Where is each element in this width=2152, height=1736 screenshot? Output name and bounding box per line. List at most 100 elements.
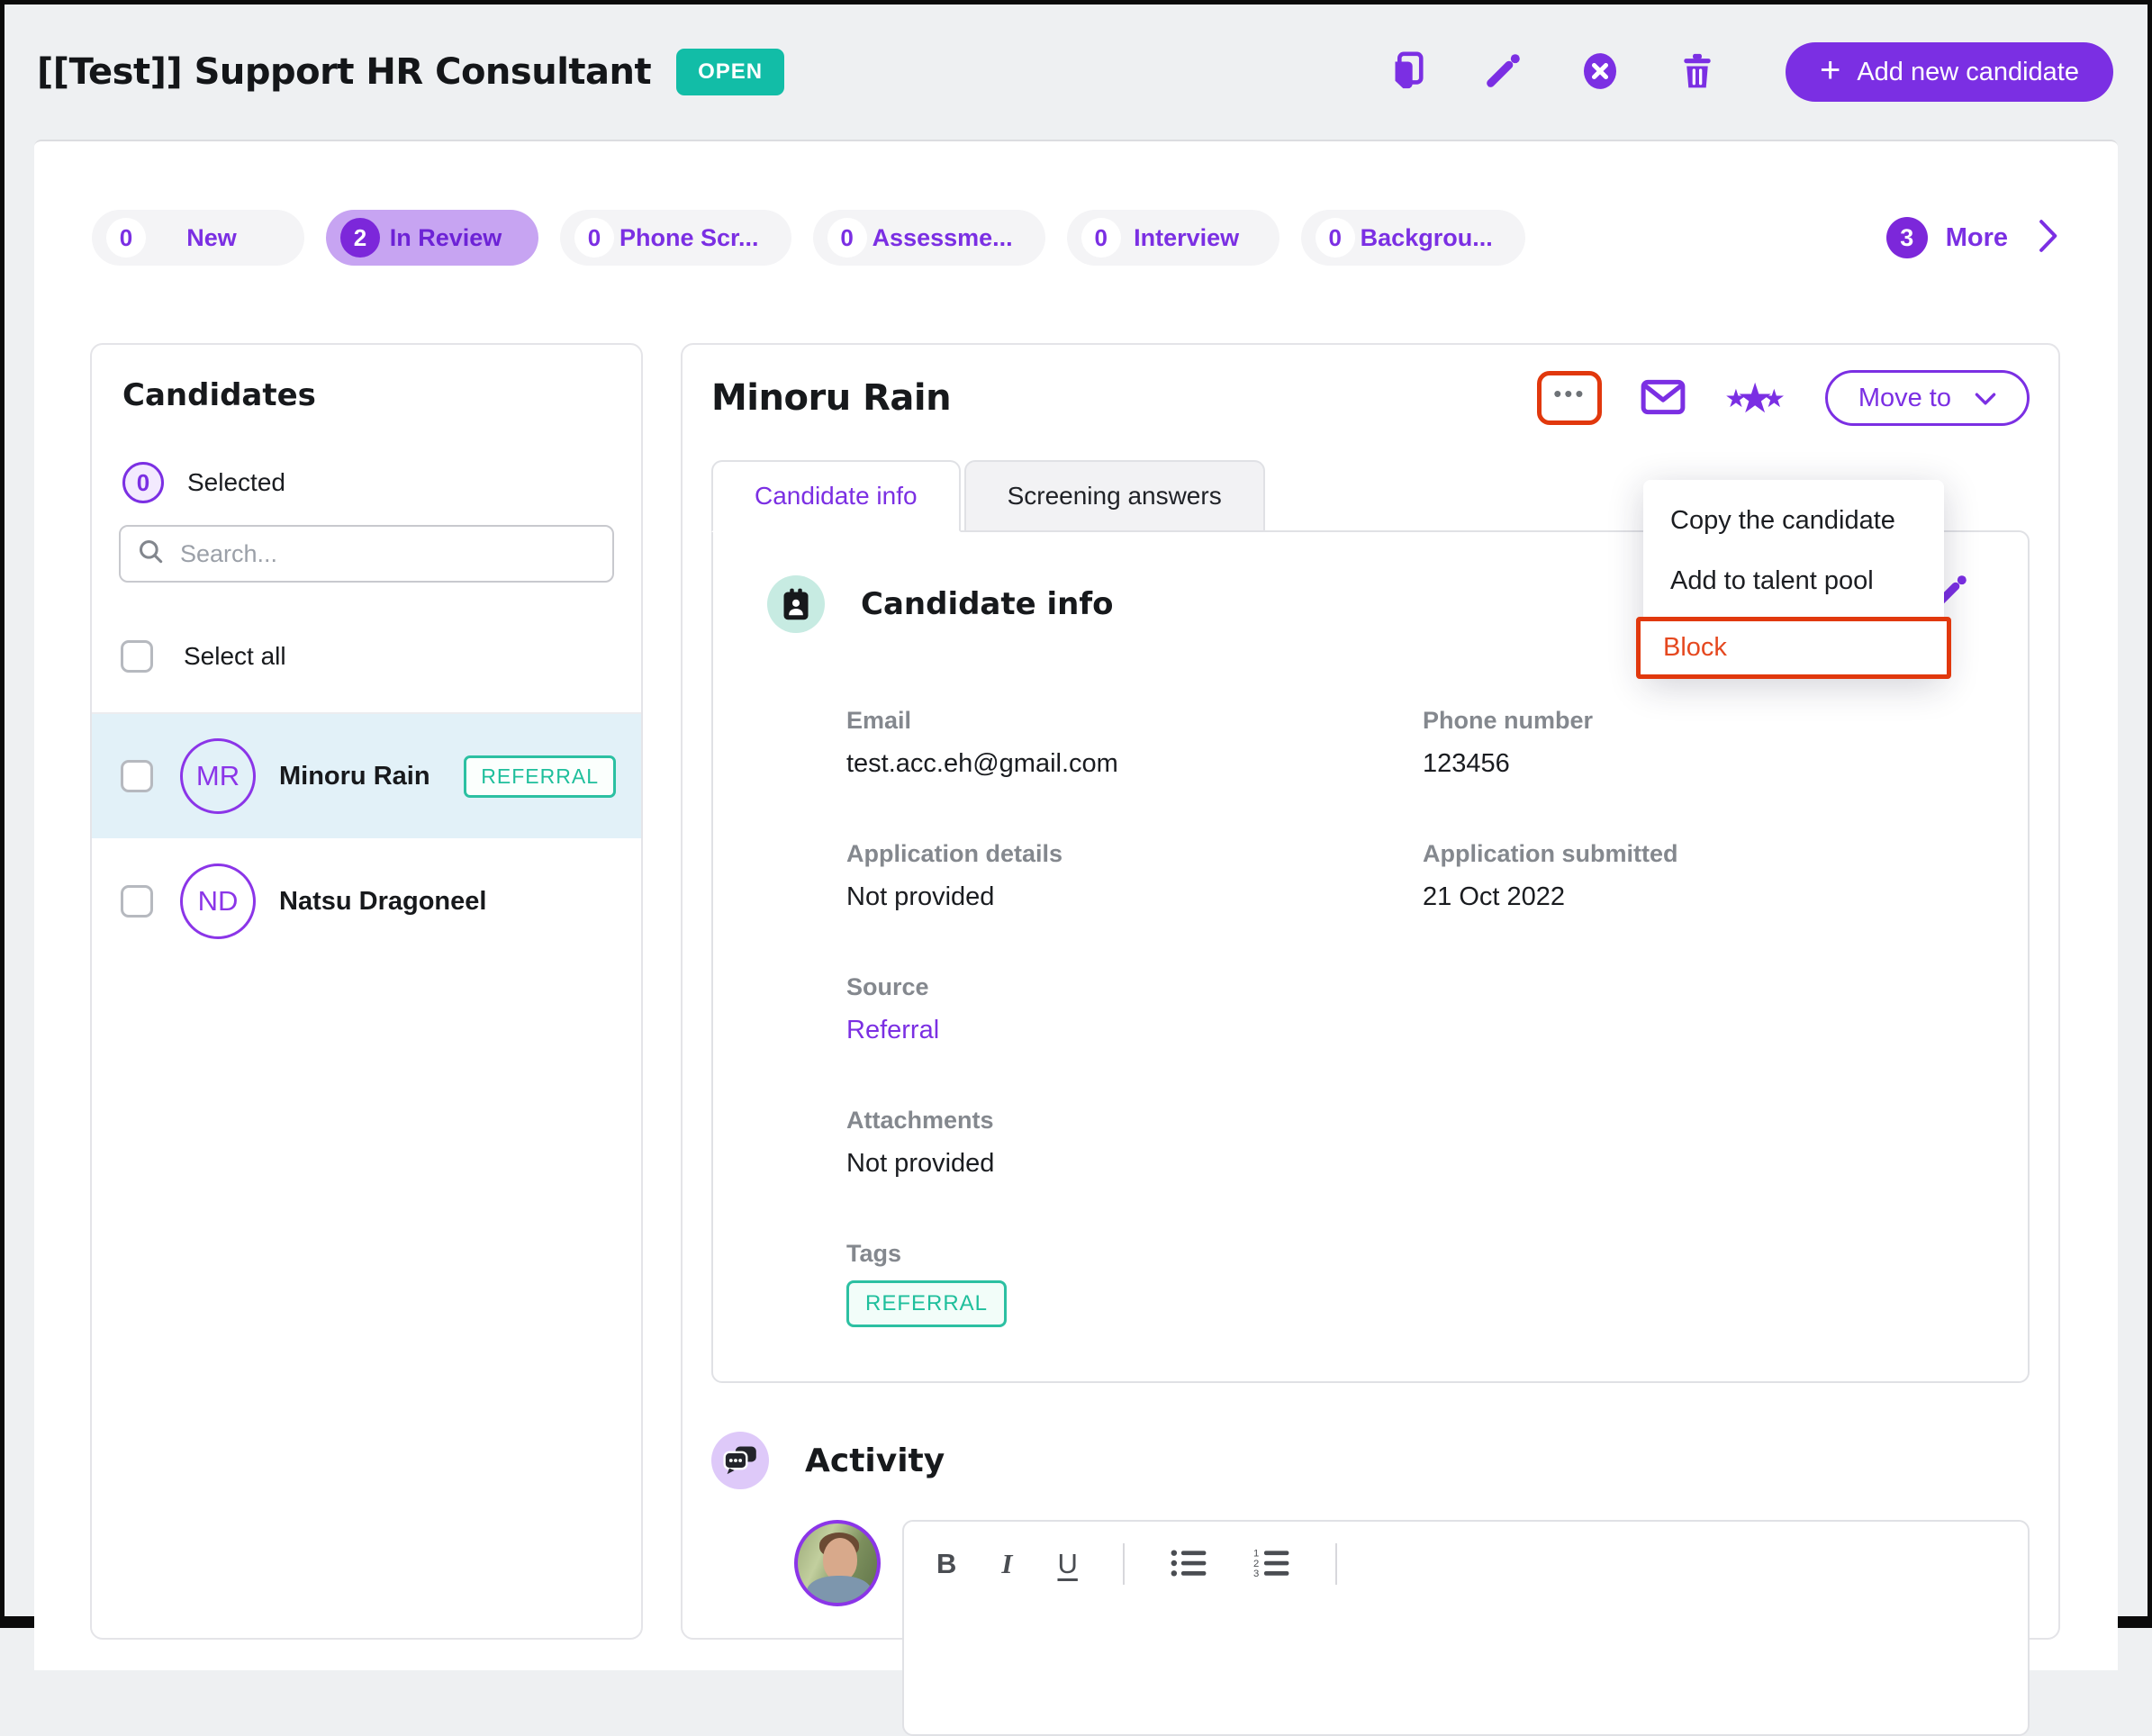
- referral-tag: REFERRAL: [464, 755, 616, 798]
- id-card-icon: [767, 575, 825, 633]
- email-candidate-button[interactable]: [1641, 376, 1686, 420]
- close-job-button[interactable]: [1578, 50, 1622, 94]
- candidate-name: Natsu Dragoneel: [279, 886, 487, 916]
- stage-count: 0: [1081, 218, 1121, 258]
- field-application-submitted: Application submitted 21 Oct 2022: [1423, 840, 1974, 912]
- bold-button[interactable]: B: [936, 1548, 957, 1579]
- job-title: [[Test]] Support HR Consultant: [37, 51, 652, 93]
- copy-job-button[interactable]: [1384, 50, 1427, 94]
- chevron-down-icon: [1975, 384, 1996, 413]
- menu-item-add-to-talent-pool[interactable]: Add to talent pool: [1670, 566, 1874, 595]
- select-all-label: Select all: [184, 642, 286, 670]
- mail-icon: [1641, 378, 1686, 419]
- candidate-detail-panel: Minoru Rain ••• ★ ★ ★: [681, 343, 2060, 1736]
- stage-label: Interview: [1134, 223, 1240, 251]
- add-new-candidate-button[interactable]: + Add new candidate: [1785, 42, 2113, 102]
- toolbar-divider: [1334, 1543, 1337, 1585]
- stage-new[interactable]: 0 New: [92, 210, 304, 266]
- stage-label: In Review: [389, 223, 502, 251]
- stage-count: 0: [574, 218, 614, 258]
- delete-job-button[interactable]: [1676, 50, 1719, 94]
- detail-header: Minoru Rain ••• ★ ★ ★: [711, 370, 2030, 426]
- stage-background-check[interactable]: 0 Backgrou...: [1300, 210, 1525, 266]
- search-icon: [137, 538, 166, 571]
- toolbar-divider: [1122, 1543, 1125, 1585]
- pipeline-stages: 0 New 2 In Review 0 Phone Scr... 0 Asses…: [34, 141, 2118, 266]
- candidate-actions-menu: Copy the candidate Add to talent pool Bl…: [1636, 480, 1951, 679]
- candidate-row-natsu-dragoneel[interactable]: ND Natsu Dragoneel: [92, 838, 641, 964]
- rate-candidate-button[interactable]: ★ ★ ★: [1724, 374, 1785, 422]
- select-all-checkbox[interactable]: [121, 640, 153, 673]
- source-link[interactable]: Referral: [846, 1016, 940, 1044]
- svg-text:3: 3: [1253, 1569, 1259, 1579]
- field-source: Source Referral: [846, 973, 1423, 1045]
- edit-job-button[interactable]: [1481, 50, 1524, 94]
- field-value: 123456: [1423, 749, 1510, 778]
- pencil-icon: [1482, 50, 1524, 95]
- field-label: Source: [846, 973, 929, 1000]
- underline-button[interactable]: U: [1057, 1548, 1078, 1579]
- stage-count: 0: [1315, 218, 1355, 258]
- tab-candidate-info[interactable]: Candidate info: [711, 460, 961, 532]
- candidate-checkbox[interactable]: [121, 885, 153, 918]
- field-phone-number: Phone number 123456: [1423, 707, 1974, 779]
- candidate-checkbox[interactable]: [121, 760, 153, 792]
- field-email: Email test.acc.eh@gmail.com: [846, 707, 1423, 779]
- referral-tag-chip: REFERRAL: [846, 1280, 1008, 1327]
- menu-item-copy-candidate[interactable]: Copy the candidate: [1670, 506, 1895, 535]
- tab-screening-answers[interactable]: Screening answers: [963, 460, 1265, 532]
- stage-assessment[interactable]: 0 Assessme...: [812, 210, 1045, 266]
- avatar: MR: [180, 738, 256, 814]
- stage-label: Backgrou...: [1360, 223, 1493, 251]
- field-value: test.acc.eh@gmail.com: [846, 749, 1118, 778]
- detail-controls: ••• ★ ★ ★ Move to: [1537, 370, 2030, 426]
- job-status-badge: OPEN: [676, 49, 785, 95]
- more-actions-button[interactable]: •••: [1537, 371, 1603, 425]
- svg-text:1: 1: [1253, 1548, 1259, 1559]
- star-icon: ★: [1736, 375, 1774, 421]
- candidate-row-minoru-rain[interactable]: MR Minoru Rain REFERRAL: [92, 712, 641, 838]
- add-new-candidate-label: Add new candidate: [1857, 57, 2079, 86]
- field-label: Email: [846, 707, 912, 734]
- header-actions: + Add new candidate: [1384, 42, 2113, 102]
- field-label: Application submitted: [1423, 840, 1678, 867]
- star-icon: ★: [1762, 384, 1786, 412]
- field-value: 21 Oct 2022: [1423, 882, 1565, 911]
- stage-count: 2: [340, 218, 380, 258]
- user-avatar: [794, 1520, 881, 1606]
- search-input[interactable]: [180, 539, 596, 568]
- top-header: [[Test]] Support HR Consultant OPEN + Ad…: [5, 5, 2147, 140]
- field-value: Not provided: [846, 1149, 995, 1178]
- move-to-button[interactable]: Move to: [1824, 370, 2030, 426]
- activity-section-head: Activity: [711, 1432, 2030, 1489]
- stage-interview[interactable]: 0 Interview: [1066, 210, 1279, 266]
- menu-item-block[interactable]: Block: [1663, 633, 1727, 662]
- chevron-right-icon: [2039, 212, 2058, 265]
- field-label: Attachments: [846, 1107, 994, 1134]
- selected-counter: 0 Selected: [122, 462, 641, 503]
- italic-button[interactable]: I: [1001, 1548, 1013, 1579]
- field-label: Phone number: [1423, 707, 1594, 734]
- more-stages-button[interactable]: 3 More: [1885, 212, 2058, 265]
- stage-phone-screen[interactable]: 0 Phone Scr...: [560, 210, 791, 266]
- field-label: Tags: [846, 1240, 902, 1267]
- bullet-list-icon: [1170, 1547, 1207, 1582]
- more-stages-label: More: [1945, 222, 2008, 252]
- stage-label: Assessme...: [872, 223, 1013, 251]
- more-stages-count: 3: [1885, 217, 1928, 258]
- stage-count: 0: [106, 218, 146, 258]
- star-icon: ★: [1724, 384, 1748, 412]
- page-card: 0 New 2 In Review 0 Phone Scr... 0 Asses…: [34, 140, 2118, 1736]
- field-tags: Tags REFERRAL: [846, 1240, 1423, 1327]
- bullet-list-button[interactable]: [1170, 1547, 1207, 1582]
- candidate-detail-name: Minoru Rain: [711, 377, 952, 419]
- stage-in-review[interactable]: 2 In Review: [326, 210, 538, 266]
- detail-tabs: Candidate info Screening answers: [711, 460, 2030, 532]
- candidates-title: Candidates: [122, 377, 316, 413]
